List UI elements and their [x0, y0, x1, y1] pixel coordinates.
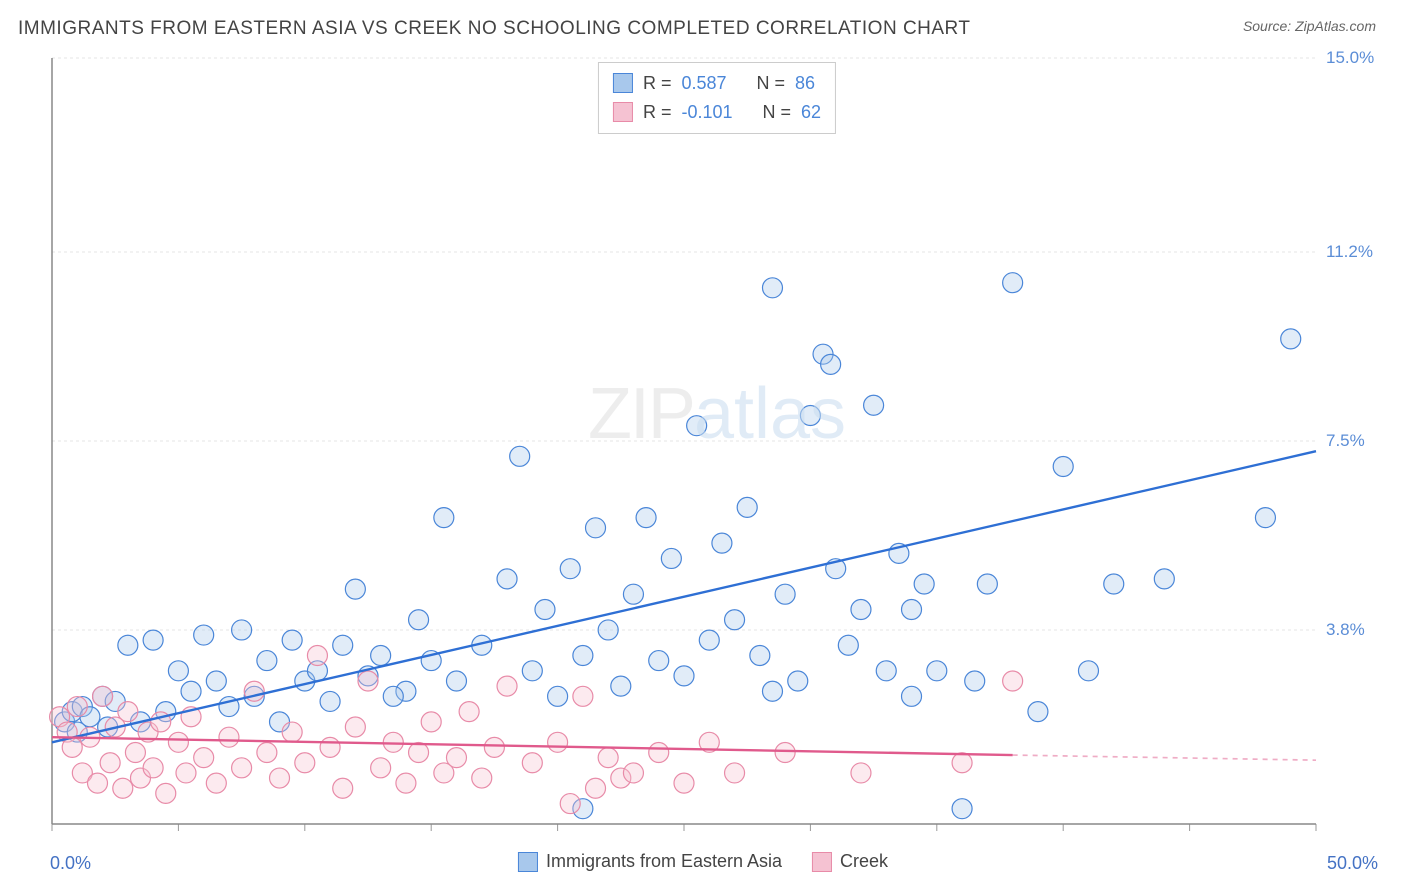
- source-attribution: Source: ZipAtlas.com: [1243, 18, 1376, 34]
- r-value: 0.587: [681, 69, 726, 98]
- legend-label: Creek: [840, 851, 888, 872]
- svg-text:15.0%: 15.0%: [1326, 50, 1374, 67]
- swatch-icon: [613, 102, 633, 122]
- svg-text:7.5%: 7.5%: [1326, 431, 1365, 450]
- r-label: R =: [643, 69, 672, 98]
- legend-item-series2: Creek: [812, 851, 888, 872]
- svg-text:11.2%: 11.2%: [1326, 242, 1373, 261]
- x-axis-max-label: 50.0%: [1327, 853, 1378, 874]
- n-value: 86: [795, 69, 815, 98]
- chart-title: IMMIGRANTS FROM EASTERN ASIA VS CREEK NO…: [18, 18, 971, 40]
- swatch-icon: [518, 852, 538, 872]
- r-label: R =: [643, 98, 672, 127]
- stats-legend-box: R = 0.587 N = 86 R = -0.101 N = 62: [598, 62, 836, 134]
- bottom-legend: Immigrants from Eastern Asia Creek: [518, 851, 888, 872]
- stats-row-series2: R = -0.101 N = 62: [613, 98, 821, 127]
- chart-area: 3.8% 7.5% 11.2% 15.0% R = 0.587 N = 86 R = …: [48, 50, 1386, 842]
- swatch-icon: [613, 73, 633, 93]
- legend-label: Immigrants from Eastern Asia: [546, 851, 782, 872]
- x-axis-min-label: 0.0%: [50, 853, 91, 874]
- stats-row-series1: R = 0.587 N = 86: [613, 69, 821, 98]
- scatter-chart-svg: 3.8% 7.5% 11.2% 15.0%: [48, 50, 1386, 842]
- n-label: N =: [757, 69, 786, 98]
- n-label: N =: [763, 98, 792, 127]
- n-value: 62: [801, 98, 821, 127]
- swatch-icon: [812, 852, 832, 872]
- r-value: -0.101: [681, 98, 732, 127]
- svg-text:3.8%: 3.8%: [1326, 620, 1365, 639]
- legend-item-series1: Immigrants from Eastern Asia: [518, 851, 782, 872]
